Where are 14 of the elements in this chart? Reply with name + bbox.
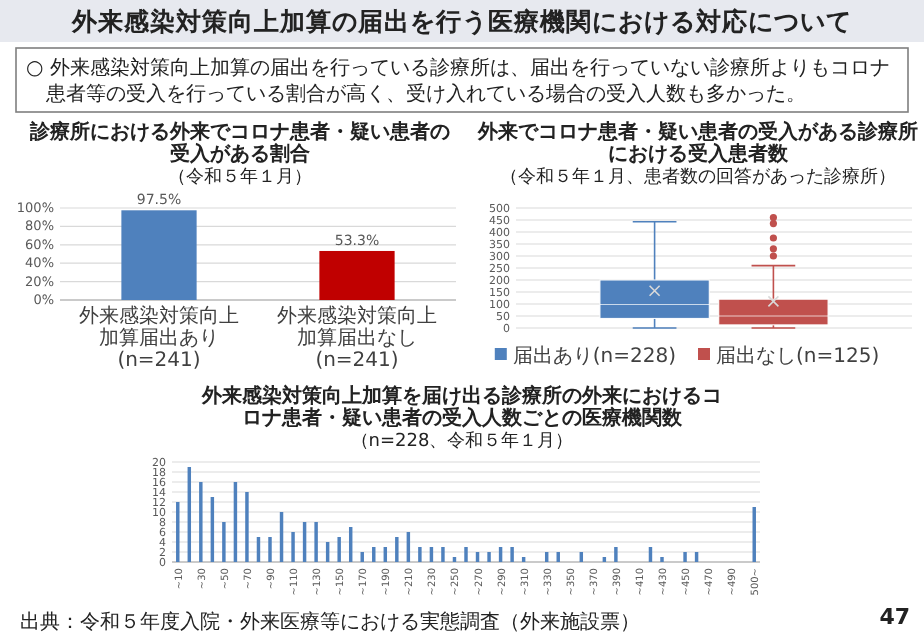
chart-subtitle: （令和５年１月、患者数の回答があった診療所） — [500, 166, 896, 188]
legend-label: 届出なし(n=125) — [716, 344, 880, 368]
text: 47 — [879, 604, 910, 630]
chart-title: 外来感染対策向上加算を届け出る診療所の外来におけるコロナ患者・疑い患者の受入人数ごとの医療機関数 — [200, 384, 722, 430]
text: 外来感染対策向上加算の届出を行う医療機関における対応について — [70, 6, 852, 36]
chart-title: 外来でコロナ患者・疑い患者の受入がある診療所における受入患者数 — [476, 120, 918, 166]
source-note: 出典：令和５年度入院・外来医療等における実態調査（外来施設票） — [20, 610, 640, 634]
legend-label: 届出あり(n=228) — [512, 344, 677, 368]
chart-title: 診療所における外来でコロナ患者・疑い患者の受入がある割合 — [28, 120, 450, 166]
x-tick-label: 外来感染対策向上加算届出なし(n=241) — [277, 304, 437, 372]
chart-subtitle: （令和５年１月） — [168, 166, 312, 188]
chart-subtitle: （n=228、令和５年１月） — [350, 430, 574, 452]
text: ○ 外来感染対策向上加算の届出を行っている診療所は、届出を行っていない診療所よりもコロナ患者等の受入を行っている割合が高く、受け入れている場合の受入人数も多かった。 — [26, 56, 890, 106]
x-tick-label: 外来感染対策向上加算届出あり(n=241) — [79, 304, 239, 372]
